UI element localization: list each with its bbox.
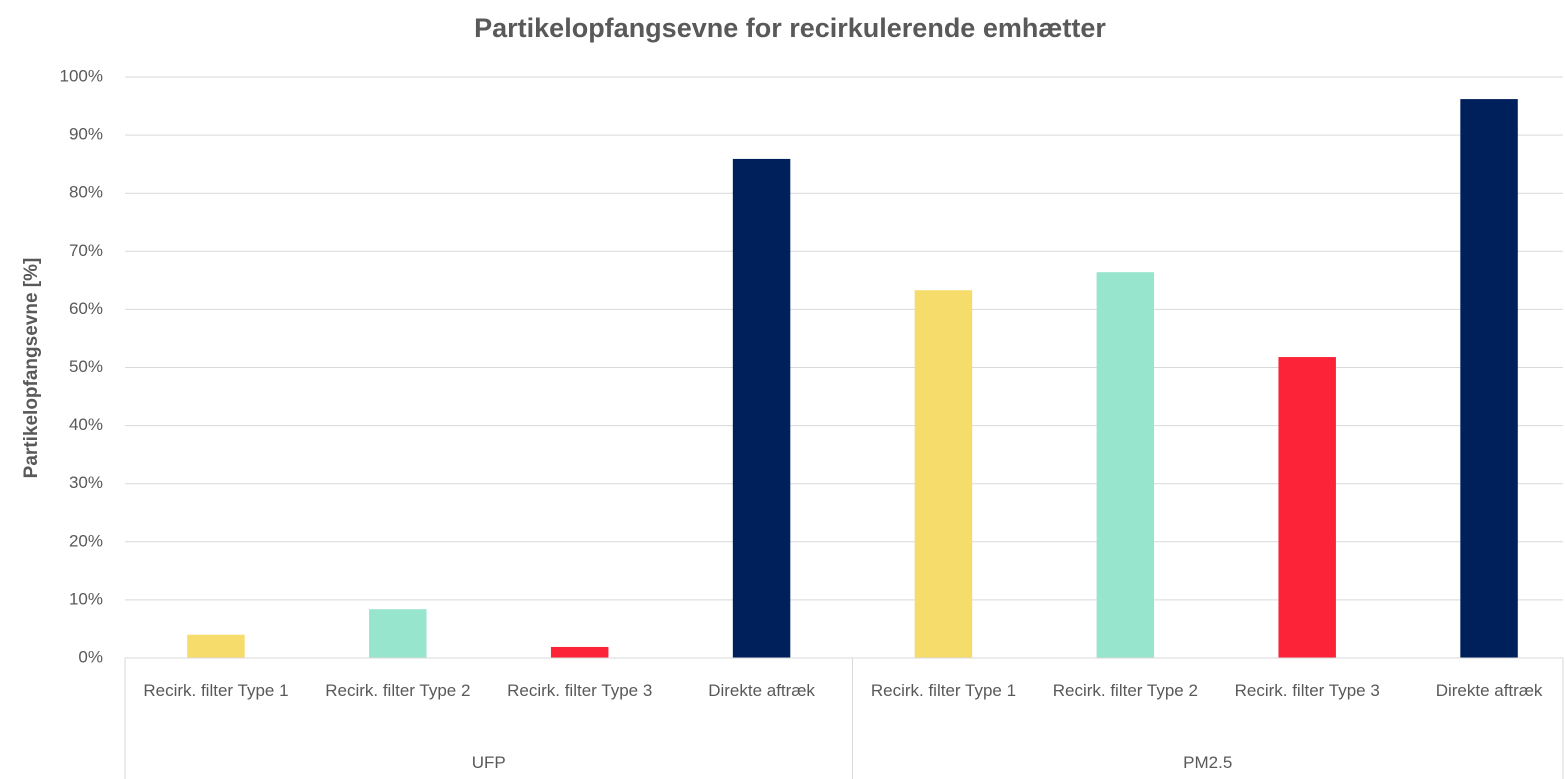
y-tick-label: 0% (78, 647, 103, 666)
x-tick-label: Recirk. filter Type 2 (1052, 681, 1198, 700)
x-tick-label: Recirk. filter Type 3 (1234, 681, 1380, 700)
y-tick-label: 90% (69, 125, 103, 144)
bar (1278, 357, 1336, 658)
bar (1096, 272, 1155, 658)
y-tick-label: 50% (69, 357, 103, 376)
x-tick-label: Recirk. filter Type 1 (143, 681, 289, 700)
chart-title: Partikelopfangsevne for recirkulerende e… (474, 13, 1106, 43)
bar (914, 290, 973, 658)
bar (187, 634, 245, 658)
group-label: PM2.5 (1183, 753, 1233, 772)
group-label: UFP (471, 753, 506, 772)
y-tick-label: 40% (69, 415, 103, 434)
y-tick-label: 60% (69, 299, 103, 318)
x-tick-label: Recirk. filter Type 3 (507, 681, 653, 700)
y-tick-label: 30% (69, 473, 103, 492)
y-tick-label: 20% (69, 531, 103, 550)
x-tick-label: Direkte aftræk (1435, 681, 1543, 700)
bar (369, 609, 427, 658)
bar (550, 646, 609, 658)
bar (732, 158, 791, 658)
x-tick-label: Recirk. filter Type 1 (870, 681, 1017, 700)
y-tick-label: 70% (69, 241, 103, 260)
bar (1460, 99, 1518, 658)
x-tick-label: Recirk. filter Type 2 (325, 681, 471, 700)
x-tick-label: Direkte aftræk (708, 681, 815, 700)
y-axis-label: Partikelopfangsevne [%] (21, 258, 42, 479)
y-tick-label: 10% (69, 589, 103, 608)
y-tick-label: 80% (69, 183, 103, 202)
y-tick-label: 100% (60, 66, 103, 85)
